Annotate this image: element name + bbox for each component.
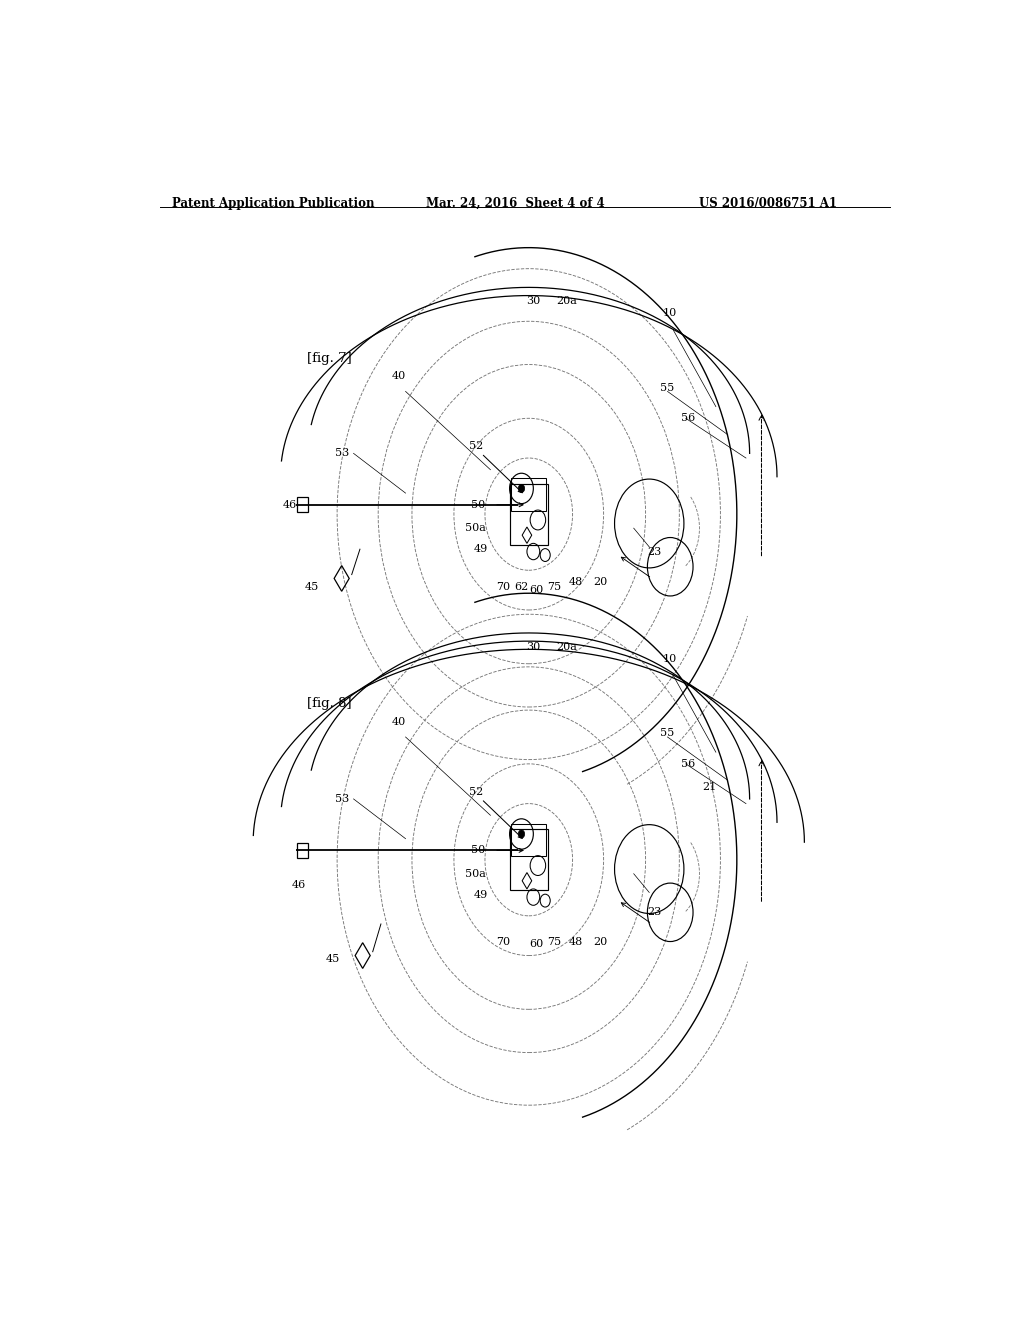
Text: 20: 20 — [593, 577, 607, 587]
Text: 52: 52 — [469, 441, 483, 451]
Text: [fig. 7]: [fig. 7] — [306, 351, 351, 364]
Text: 49: 49 — [474, 544, 488, 554]
Bar — [510, 829, 548, 890]
Bar — [510, 483, 548, 545]
Text: 56: 56 — [681, 759, 695, 768]
Text: [fig. 8]: [fig. 8] — [306, 697, 351, 710]
Text: 55: 55 — [660, 729, 675, 738]
Text: 45: 45 — [326, 954, 340, 964]
Text: 46: 46 — [292, 880, 306, 891]
Text: 50: 50 — [471, 500, 485, 510]
Bar — [297, 842, 308, 858]
Text: 23: 23 — [647, 546, 662, 557]
Text: 50: 50 — [471, 845, 485, 855]
Text: 50a: 50a — [465, 869, 486, 879]
Text: Mar. 24, 2016  Sheet 4 of 4: Mar. 24, 2016 Sheet 4 of 4 — [426, 197, 604, 210]
Text: 48: 48 — [569, 577, 584, 587]
Text: 20: 20 — [593, 936, 607, 946]
Text: 52: 52 — [469, 787, 483, 797]
Text: 45: 45 — [304, 582, 318, 591]
Text: 56: 56 — [681, 413, 695, 424]
Text: 10: 10 — [664, 308, 677, 318]
Bar — [511, 824, 546, 857]
Text: 70: 70 — [497, 582, 510, 591]
Text: 20a: 20a — [557, 642, 578, 652]
Text: 40: 40 — [392, 371, 407, 381]
Text: 20a: 20a — [557, 297, 578, 306]
Text: 60: 60 — [529, 939, 543, 949]
Text: 40: 40 — [392, 717, 407, 727]
Text: 60: 60 — [529, 585, 543, 595]
Text: 21: 21 — [702, 783, 717, 792]
Text: 49: 49 — [474, 890, 488, 900]
Text: 53: 53 — [335, 449, 349, 458]
Text: 23: 23 — [647, 907, 662, 917]
Circle shape — [518, 830, 524, 838]
Text: 30: 30 — [526, 642, 541, 652]
Text: 75: 75 — [547, 582, 561, 591]
Text: 55: 55 — [660, 383, 675, 393]
Text: 53: 53 — [335, 793, 349, 804]
Text: 70: 70 — [497, 936, 510, 946]
Text: 75: 75 — [547, 936, 561, 946]
Bar — [511, 478, 546, 511]
Circle shape — [518, 484, 524, 492]
Text: Patent Application Publication: Patent Application Publication — [172, 197, 374, 210]
Bar — [297, 498, 308, 512]
Text: 48: 48 — [569, 936, 584, 946]
Text: 46: 46 — [283, 500, 297, 510]
Text: 62: 62 — [514, 582, 528, 591]
Text: 30: 30 — [526, 297, 541, 306]
Text: 10: 10 — [664, 653, 677, 664]
Text: US 2016/0086751 A1: US 2016/0086751 A1 — [699, 197, 838, 210]
Text: 50a: 50a — [465, 523, 486, 533]
